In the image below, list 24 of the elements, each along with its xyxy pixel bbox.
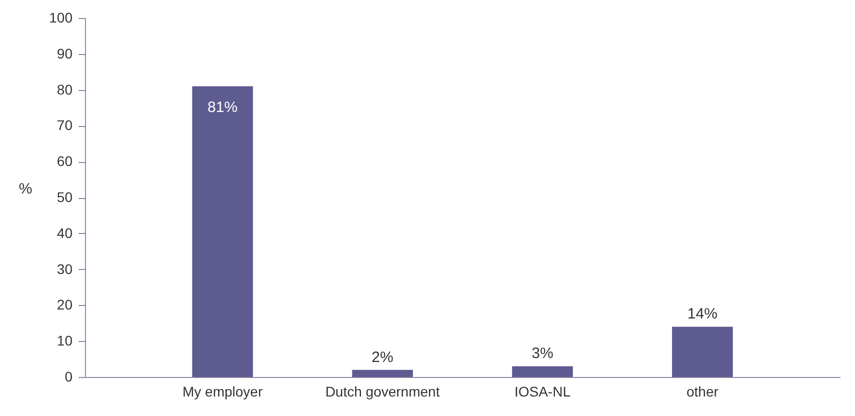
x-tick-label: other: [686, 384, 719, 400]
x-tick-label: IOSA-NL: [514, 384, 571, 400]
bar: [672, 326, 733, 377]
y-tick-label: 50: [56, 189, 73, 205]
data-label: 3%: [532, 345, 554, 362]
y-axis-title: %: [18, 180, 32, 198]
y-tick-label: 90: [56, 45, 73, 62]
y-tick-label: 20: [56, 296, 73, 313]
data-label: 2%: [372, 348, 394, 366]
y-tick-label: 100: [49, 10, 73, 26]
bar: [512, 366, 573, 377]
y-tick-label: 80: [56, 81, 73, 98]
bar: [192, 86, 253, 377]
y-tick-label: 60: [56, 153, 73, 170]
y-tick-label: 70: [56, 117, 73, 134]
x-tick-label: My employer: [182, 384, 263, 400]
y-tick-label: 40: [56, 224, 73, 241]
x-tick-label: Dutch government: [325, 384, 440, 400]
y-tick-label: 30: [56, 260, 73, 277]
data-label: 14%: [687, 306, 718, 323]
bar: [352, 370, 413, 377]
y-tick-label: 0: [64, 368, 73, 384]
data-label: 81%: [208, 99, 238, 116]
y-tick-label: 10: [56, 332, 73, 349]
